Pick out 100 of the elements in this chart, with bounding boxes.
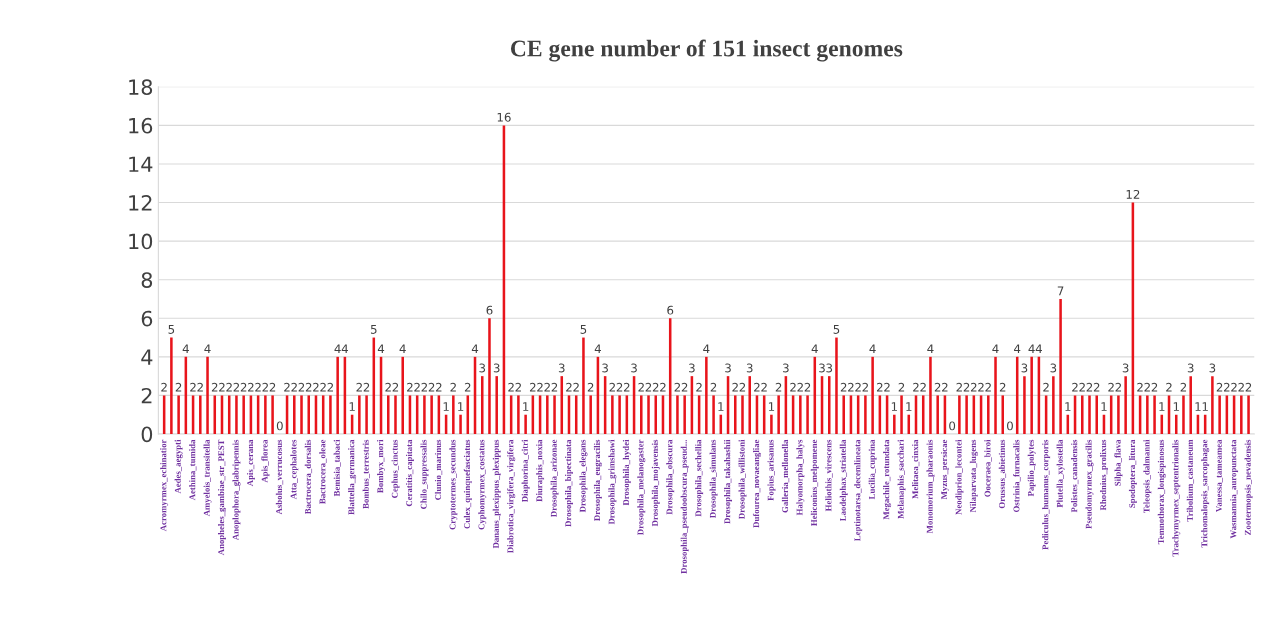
x-tick-label: Drosophila_elegans	[579, 439, 588, 513]
bar	[1095, 395, 1098, 434]
data-label: 3	[631, 363, 637, 373]
x-tick-label: Ostrinia_furnacalis	[1013, 439, 1021, 513]
bar	[401, 356, 404, 434]
bar	[871, 356, 874, 434]
bar	[900, 395, 903, 434]
data-label: 4	[703, 344, 710, 353]
bar	[1211, 376, 1214, 434]
data-label: 2	[255, 382, 261, 392]
bar	[1023, 376, 1026, 434]
data-label: 0	[1007, 421, 1013, 431]
x-tick-label: Papilio_polytes	[1027, 439, 1036, 497]
bar	[546, 395, 549, 434]
data-label: 3	[689, 363, 695, 373]
x-tick-label: Danaus_plexippus_plexippus	[492, 439, 501, 549]
data-label: 4	[377, 344, 385, 353]
bar	[705, 356, 708, 434]
data-label: 3	[602, 363, 608, 373]
x-tick-label: Fopius_arisanus	[767, 439, 776, 501]
bar	[582, 337, 585, 434]
bar	[1088, 395, 1091, 434]
data-label: 2	[298, 382, 305, 392]
bar	[170, 337, 173, 434]
data-label: 2	[934, 382, 941, 392]
bar	[480, 376, 484, 434]
x-tick-label: Aethina_tumida	[189, 439, 197, 501]
data-label: 2	[363, 382, 370, 392]
data-label: 1	[891, 402, 897, 411]
data-label: 1	[523, 402, 529, 411]
bar	[553, 395, 556, 434]
data-label: 2	[551, 382, 558, 392]
x-tick-label: Halyomorpha_halys	[796, 439, 805, 516]
bar	[387, 395, 390, 434]
data-label: 2	[175, 382, 182, 392]
data-label: 16	[497, 112, 511, 122]
y-tick-label: 10	[129, 233, 153, 250]
x-tick-label: Blattella_germanica	[348, 439, 357, 515]
data-label: 2	[1115, 382, 1121, 392]
x-tick-label: Chilo_suppressalis	[420, 439, 429, 509]
bar	[1182, 395, 1185, 434]
bar	[1124, 376, 1127, 434]
bar	[495, 376, 498, 434]
bar	[1146, 395, 1149, 434]
bar	[734, 395, 737, 434]
data-label: 1	[768, 402, 775, 411]
data-label: 2	[566, 382, 572, 392]
data-label: 1	[718, 402, 724, 411]
x-tick-label: Drosophila_eugracilis	[593, 439, 602, 521]
data-label: 4	[811, 344, 818, 353]
data-label: 2	[609, 382, 615, 392]
x-tick-label: Atta_cephalotes	[290, 439, 299, 500]
x-tick-label: Trachymyrmex_septentrionalis	[1172, 439, 1181, 557]
x-tick-label: Monomorium_pharaonis	[926, 439, 935, 534]
bar	[965, 395, 968, 434]
data-label: 2	[262, 382, 268, 392]
data-label: 2	[1144, 382, 1150, 392]
x-tick-label: Bactrocera_oleae	[319, 439, 327, 504]
y-tick-label: 8	[141, 272, 153, 288]
data-label: 1	[1202, 402, 1208, 411]
x-tick-label: Rhodnius_prolixus	[1099, 439, 1108, 511]
bar	[893, 414, 896, 434]
data-label: 2	[999, 382, 1006, 392]
x-tick-label: Cyphomyrmex_costatus	[478, 439, 487, 530]
bar	[293, 395, 296, 434]
bar	[1001, 395, 1005, 434]
data-label: 0	[276, 421, 283, 431]
data-label: 2	[240, 382, 247, 392]
x-tick-label: Diabrotica_virgifera_virgifera	[507, 439, 516, 553]
x-tick-label: Neodiprion_lecontei	[955, 439, 964, 515]
data-label: 2	[804, 382, 811, 392]
data-label: 2	[211, 382, 218, 392]
bar	[712, 395, 715, 434]
data-label: 2	[761, 382, 767, 392]
y-tick-label: 4	[141, 349, 153, 365]
data-label: 2	[1137, 382, 1143, 392]
data-label: 0	[949, 421, 956, 431]
data-label: 3	[725, 363, 731, 373]
bar	[741, 395, 744, 434]
x-tick-label: Anopheles_gambiae_str_PEST	[217, 439, 226, 556]
x-tick-label: Temnothorax_longispinosus	[1157, 439, 1166, 545]
data-label: 2	[848, 382, 854, 392]
chart-title: CE gene number of 151 insect genomes	[510, 39, 903, 62]
data-label: 2	[508, 382, 514, 392]
x-tick-label: Leptinotarsa_decemlineata	[854, 439, 863, 541]
x-tick-label: Acromyrmex_echinatior	[160, 439, 169, 532]
data-label: 3	[479, 363, 486, 373]
bar	[827, 376, 831, 434]
data-label: 2	[305, 382, 312, 392]
bar	[1218, 395, 1221, 434]
x-tick-label: Cryptotermes_secundus	[449, 439, 458, 530]
data-label: 2	[1216, 382, 1223, 392]
x-tick-label: Anoplophora_glabripennis	[232, 439, 241, 541]
data-label: 4	[341, 344, 348, 353]
x-tick-label: Galleria_mellonella	[781, 439, 790, 513]
data-label: 2	[1043, 382, 1049, 392]
x-tick-label: Pseudomyrmex_gracilis	[1085, 439, 1094, 529]
data-label: 2	[421, 382, 427, 392]
data-label: 2	[529, 382, 536, 392]
data-label: 2	[515, 382, 521, 392]
